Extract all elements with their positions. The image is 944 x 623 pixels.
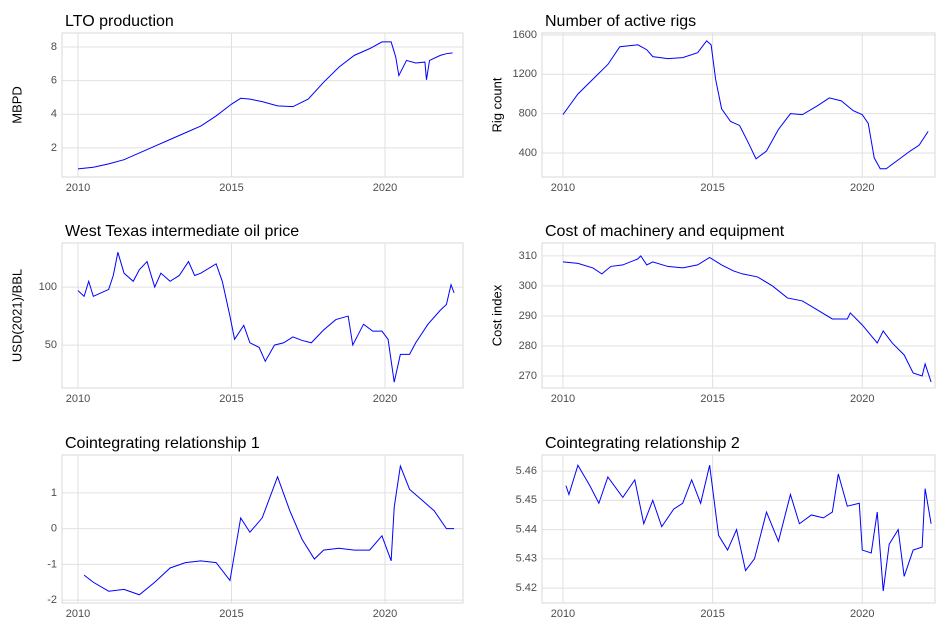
- x-tick-label: 2015: [700, 608, 724, 620]
- x-tick-label: 2010: [551, 393, 575, 405]
- y-tick-label: 4: [51, 108, 57, 120]
- y-tick-label: 290: [519, 310, 537, 322]
- x-tick-label: 2020: [850, 393, 874, 405]
- x-tick-label: 2015: [700, 182, 724, 194]
- chart-title: LTO production: [65, 13, 174, 30]
- y-tick-label: 280: [519, 340, 537, 352]
- y-tick-label: 300: [519, 280, 537, 292]
- chart-title: Cost of machinery and equipment: [545, 223, 785, 240]
- y-tick-label: 270: [519, 370, 537, 382]
- data-line: [77, 252, 455, 383]
- data-line: [562, 40, 929, 170]
- x-tick-label: 2015: [700, 393, 724, 405]
- x-tick-label: 2020: [373, 182, 397, 194]
- y-tick-label: 310: [519, 250, 537, 262]
- x-tick-label: 2020: [373, 393, 397, 405]
- plot-frame: [541, 454, 936, 604]
- plot-frame: [61, 242, 464, 389]
- y-tick-label: 2: [51, 142, 57, 154]
- y-tick-label: 0: [51, 523, 57, 535]
- x-tick-label: 2020: [850, 182, 874, 194]
- x-tick-label: 2010: [551, 182, 575, 194]
- x-tick-label: 2010: [66, 608, 90, 620]
- y-tick-label: 1600: [513, 29, 537, 41]
- x-tick-label: 2010: [551, 608, 575, 620]
- plot-frame: [541, 32, 936, 178]
- x-tick-label: 2020: [850, 608, 874, 620]
- y-tick-label: 5.43: [516, 553, 537, 565]
- y-tick-label: 400: [519, 147, 537, 159]
- y-tick-label: 5.42: [516, 582, 537, 594]
- chart-title: Cointegrating relationship 1: [65, 435, 260, 452]
- y-tick-label: 1200: [513, 68, 537, 80]
- chart-title: Number of active rigs: [545, 13, 696, 30]
- chart-title: West Texas intermediate oil price: [65, 223, 299, 240]
- x-tick-label: 2015: [219, 608, 243, 620]
- y-tick-label: -2: [47, 594, 57, 606]
- y-tick-label: 5.45: [516, 494, 537, 506]
- y-tick-label: 100: [39, 281, 57, 293]
- chart-title: Cointegrating relationship 2: [545, 435, 740, 452]
- x-tick-label: 2015: [219, 393, 243, 405]
- y-axis-label: Rig count: [489, 77, 504, 132]
- y-axis-label: MBPD: [9, 86, 24, 124]
- y-tick-label: -1: [47, 558, 57, 570]
- x-tick-label: 2020: [373, 608, 397, 620]
- y-tick-label: 800: [519, 108, 537, 120]
- y-tick-label: 5.46: [516, 465, 537, 477]
- y-tick-label: 50: [45, 339, 57, 351]
- y-tick-label: 8: [51, 41, 57, 53]
- y-axis-label: USD(2021)/BBL: [9, 269, 24, 362]
- data-line: [77, 41, 453, 170]
- plot-frame: [61, 32, 464, 178]
- data-line: [562, 255, 932, 383]
- data-line: [83, 464, 455, 596]
- y-tick-label: 6: [51, 75, 57, 87]
- x-tick-label: 2010: [66, 393, 90, 405]
- y-tick-label: 5.44: [516, 523, 537, 535]
- y-tick-label: 1: [51, 487, 57, 499]
- data-line: [565, 464, 932, 592]
- y-axis-label: Cost index: [489, 284, 504, 346]
- x-tick-label: 2010: [66, 182, 90, 194]
- x-tick-label: 2015: [219, 182, 243, 194]
